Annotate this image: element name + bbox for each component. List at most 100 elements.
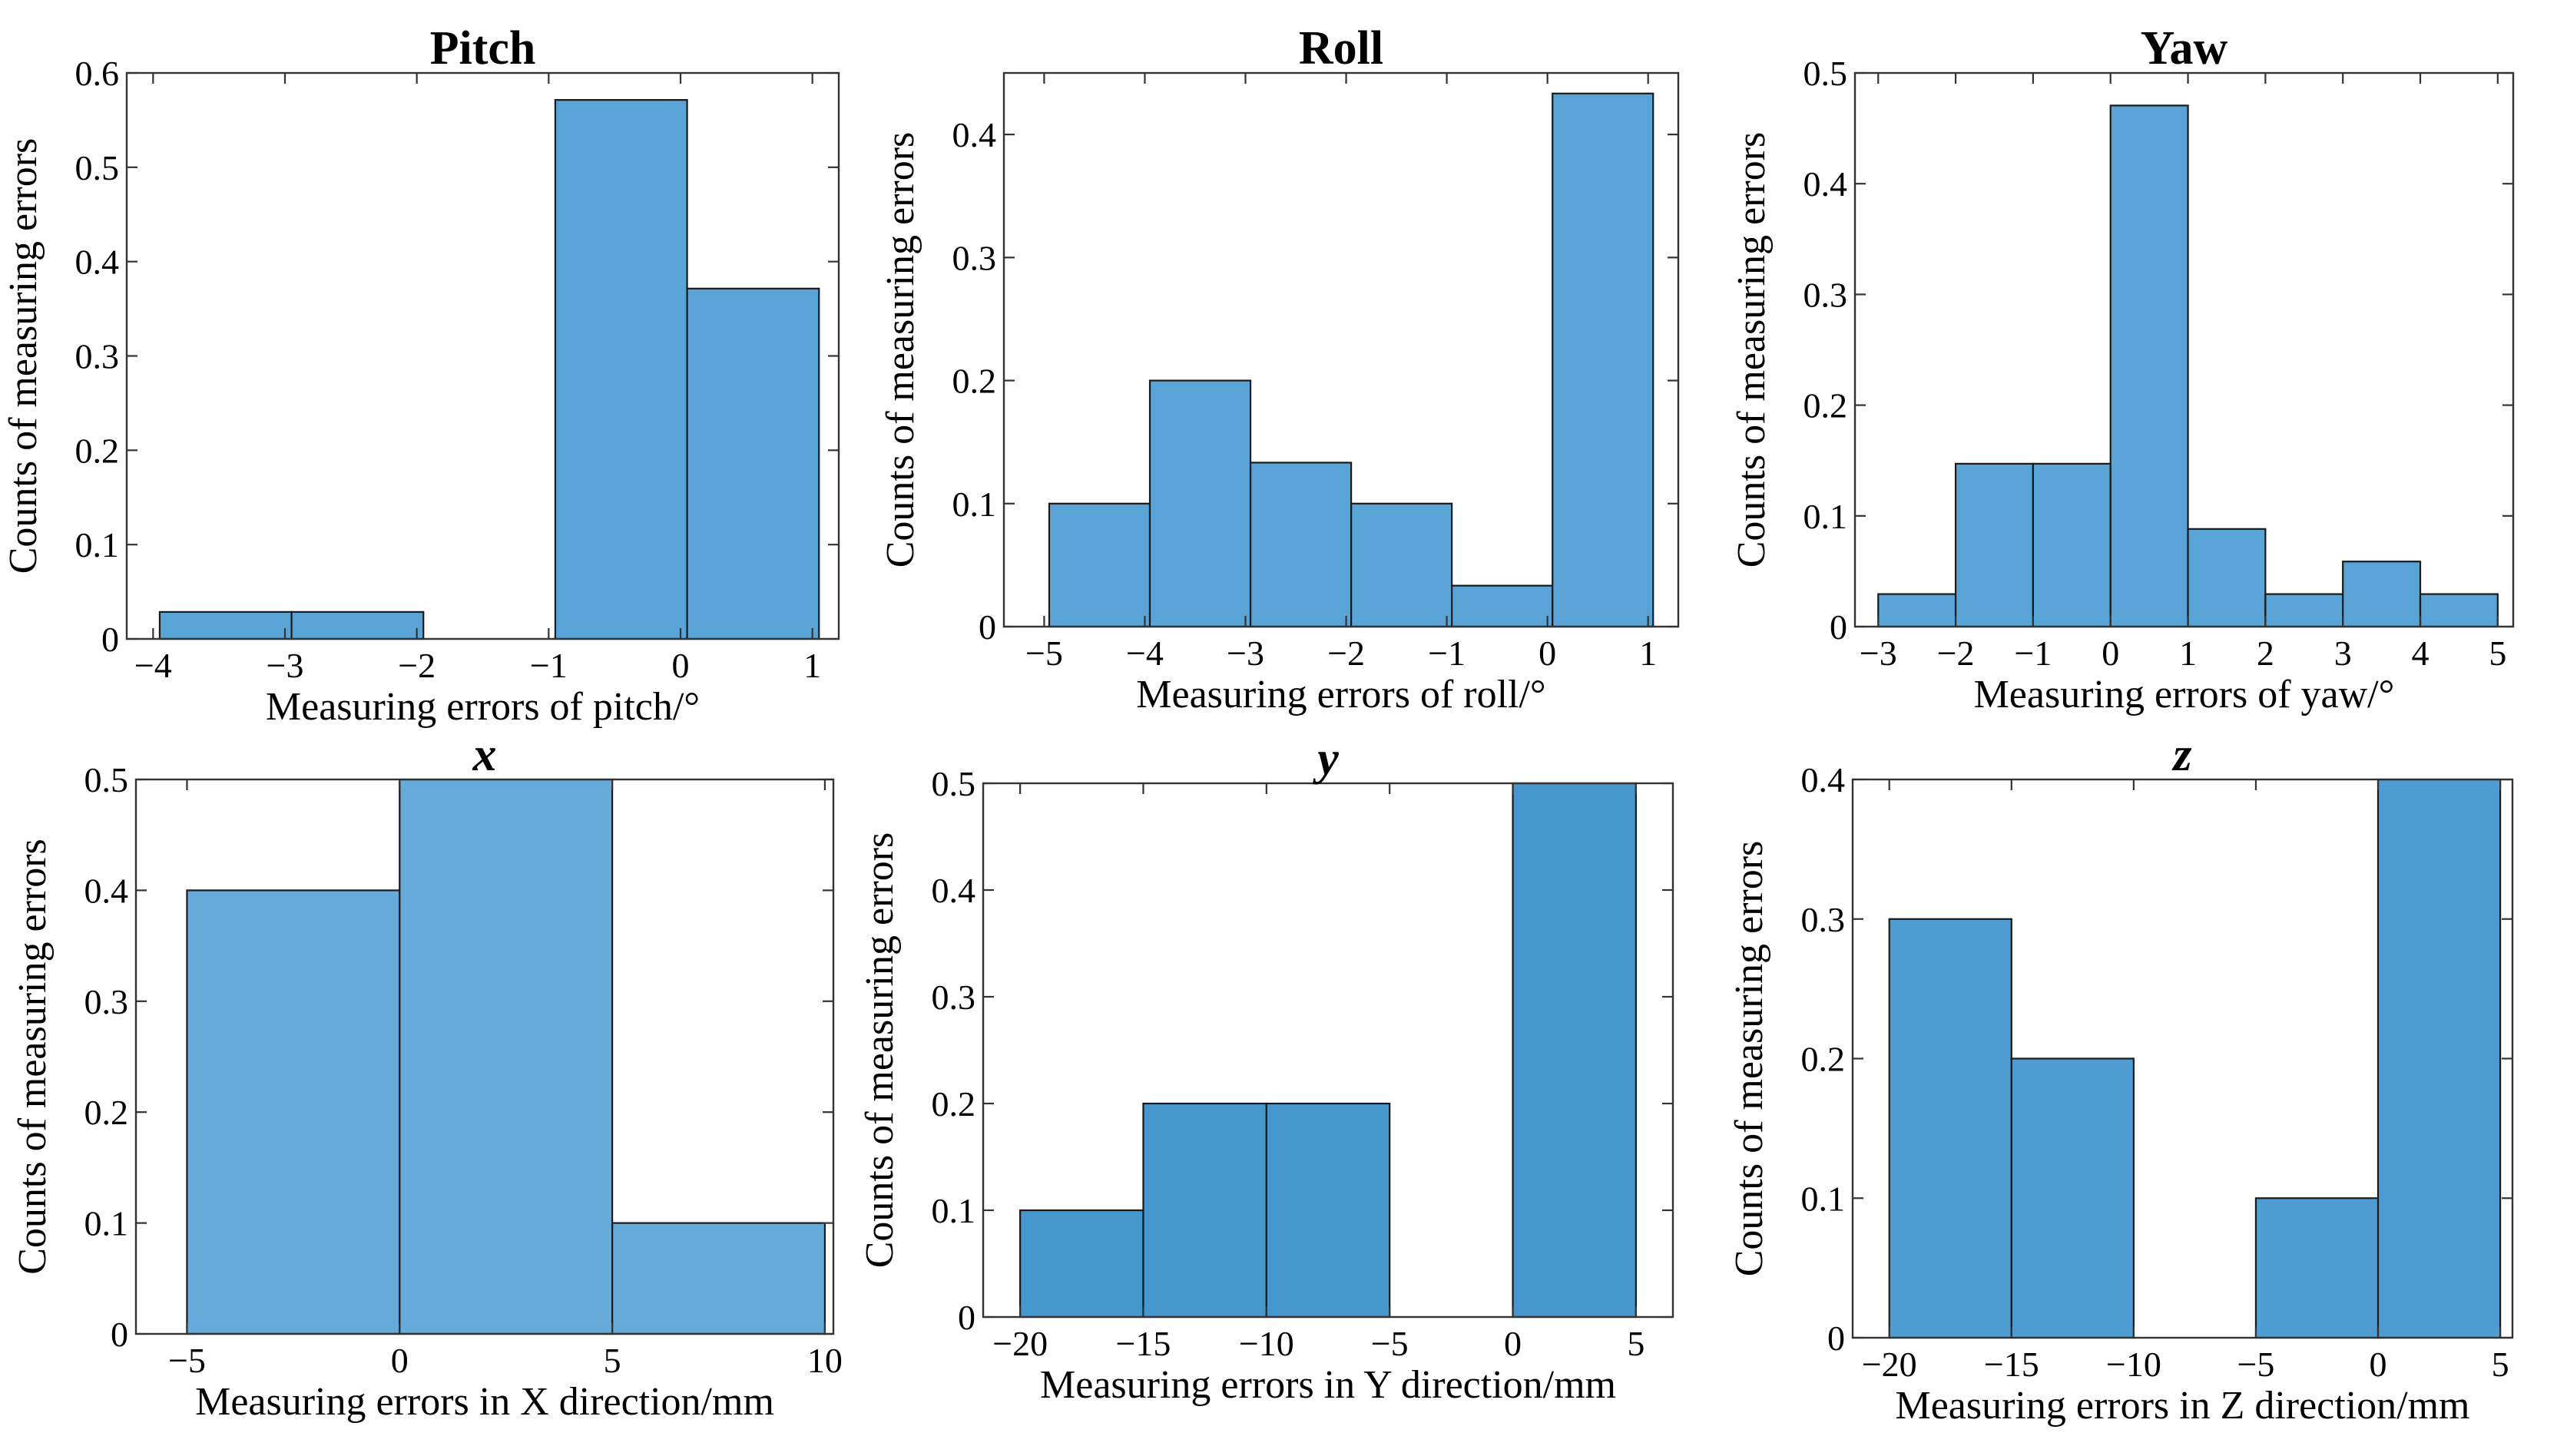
pitch-ylabel: Counts of measuring errors — [2, 138, 45, 574]
y-bar-4 — [1512, 782, 1637, 1319]
z-xtick-label-5: 5 — [2492, 1345, 2509, 1384]
y-axes-frame — [982, 782, 1674, 1319]
yaw-xtick-label-8: 5 — [2489, 634, 2506, 673]
z-bar-0 — [1888, 918, 2012, 1339]
z-bar-4 — [2376, 778, 2502, 1339]
roll-xtick-label-0: −5 — [1025, 634, 1063, 673]
pitch-title: Pitch — [430, 22, 536, 74]
yaw-bar-2 — [2032, 462, 2112, 628]
roll-bar-3 — [1350, 502, 1453, 628]
yaw-bar-4 — [2187, 528, 2267, 628]
yaw-title: Yaw — [2141, 22, 2228, 74]
pitch-ytick-label-5: 0.5 — [75, 148, 120, 187]
subplot-z: −20 −15 −10 −5 0 5 0 0.1 0.2 0.3 0.4 z Measuring err… — [1727, 729, 2514, 1428]
yaw-ytick-label-0: 0 — [1830, 607, 1847, 647]
yaw-xtick-label-0: −3 — [1860, 634, 1897, 673]
yaw-axes-frame — [1853, 71, 2515, 628]
yaw-xtick-label-5: 2 — [2257, 634, 2274, 673]
yaw-xtick-label-6: 3 — [2334, 634, 2352, 673]
roll-bar-2 — [1249, 462, 1353, 628]
x-xtick-label-0: −5 — [168, 1341, 206, 1380]
yaw-ytick-label-1: 0.1 — [1803, 497, 1848, 536]
x-ytick-label-3: 0.3 — [84, 982, 129, 1021]
y-xtick-label-4: 0 — [1504, 1324, 1522, 1363]
y-ytick-label-0: 0 — [958, 1298, 975, 1337]
pitch-ytick-label-6: 0.6 — [75, 54, 120, 93]
z-ylabel: Counts of measuring errors — [1727, 841, 1771, 1277]
subplot-pitch: −4 −3 −2 −1 0 1 0 0.1 0.2 0.3 0.4 0.5 0.6 Pitch Measur… — [2, 22, 840, 729]
yaw-ylabel: Counts of measuring errors — [1730, 132, 1774, 568]
y-xtick-label-1: −15 — [1115, 1324, 1171, 1363]
z-xtick-label-3: −5 — [2237, 1345, 2274, 1384]
roll-xtick-label-5: 0 — [1539, 634, 1556, 673]
roll-xtick-label-4: −1 — [1428, 634, 1466, 673]
z-xtick-label-0: −20 — [1862, 1345, 1917, 1384]
z-xtick-label-1: −15 — [1984, 1345, 2039, 1384]
pitch-ytick-label-4: 0.4 — [75, 243, 120, 282]
x-ytick-label-1: 0.1 — [84, 1204, 129, 1243]
y-ytick-label-5: 0.5 — [932, 764, 976, 803]
roll-ylabel: Counts of measuring errors — [879, 132, 922, 568]
z-ytick-label-3: 0.3 — [1801, 900, 1846, 939]
yaw-ytick-label-3: 0.3 — [1803, 275, 1848, 314]
roll-xtick-label-6: 1 — [1639, 634, 1657, 673]
pitch-xtick-label-5: 1 — [803, 646, 821, 685]
x-ytick-label-2: 0.2 — [84, 1093, 129, 1132]
y-bar-1 — [1142, 1102, 1267, 1319]
pitch-bar-3 — [554, 99, 688, 640]
y-title: y — [1312, 733, 1339, 785]
pitch-xtick-label-4: 0 — [672, 646, 690, 685]
roll-xlabel: Measuring errors of roll/° — [1136, 673, 1545, 716]
roll-ytick-label-0: 0 — [979, 607, 996, 647]
roll-xtick-label-1: −4 — [1126, 634, 1164, 673]
z-xtick-label-2: −10 — [2106, 1345, 2161, 1384]
roll-axes-frame — [1002, 71, 1680, 628]
z-ytick-label-1: 0.1 — [1801, 1179, 1846, 1218]
y-bar-0 — [1019, 1209, 1144, 1319]
y-ytick-label-3: 0.3 — [932, 978, 976, 1017]
roll-bar-4 — [1451, 584, 1554, 628]
x-title: x — [472, 729, 497, 781]
x-axes-frame — [134, 778, 835, 1335]
roll-xtick-label-3: −2 — [1327, 634, 1365, 673]
x-bar-1 — [399, 778, 614, 1335]
yaw-xtick-label-1: −2 — [1937, 634, 1975, 673]
z-ytick-label-2: 0.2 — [1801, 1040, 1846, 1079]
roll-ytick-label-1: 0.1 — [952, 485, 997, 524]
pitch-xtick-label-0: −4 — [134, 646, 172, 685]
pitch-xtick-label-3: −1 — [530, 646, 568, 685]
y-ylabel: Counts of measuring errors — [858, 832, 902, 1269]
y-xtick-label-3: −5 — [1371, 1324, 1409, 1363]
z-xtick-label-4: 0 — [2370, 1345, 2387, 1384]
yaw-ytick-label-2: 0.2 — [1803, 386, 1848, 425]
yaw-bar-5 — [2264, 593, 2344, 628]
yaw-xtick-label-4: 1 — [2179, 634, 2197, 673]
pitch-ytick-label-3: 0.3 — [75, 337, 120, 376]
pitch-ytick-label-2: 0.2 — [75, 431, 120, 470]
roll-bar-0 — [1048, 502, 1151, 628]
x-ylabel: Counts of measuring errors — [11, 839, 55, 1275]
y-bar-2 — [1265, 1102, 1391, 1319]
z-title: z — [2171, 729, 2191, 781]
y-xlabel: Measuring errors in Y direction/mm — [1040, 1363, 1616, 1407]
roll-bar-5 — [1552, 92, 1654, 628]
pitch-xtick-label-1: −3 — [267, 646, 304, 685]
y-xtick-label-5: 5 — [1627, 1324, 1644, 1363]
z-ytick-label-4: 0.4 — [1801, 760, 1846, 799]
yaw-bar-0 — [1877, 593, 1957, 628]
pitch-xtick-label-2: −2 — [398, 646, 436, 685]
x-xtick-label-2: 5 — [604, 1341, 621, 1380]
roll-ytick-label-4: 0.4 — [952, 115, 997, 154]
roll-title: Roll — [1299, 22, 1383, 74]
y-ytick-label-4: 0.4 — [932, 871, 976, 910]
x-ytick-label-5: 0.5 — [84, 760, 129, 799]
yaw-xtick-label-3: 0 — [2102, 634, 2119, 673]
subplot-yaw: −3 −2 −1 0 1 2 3 4 5 0 0.1 0.2 0.3 0.4 0.5 Yaw Measuring… — [1730, 22, 2515, 716]
x-xlabel: Measuring errors in X direction/mm — [195, 1380, 774, 1424]
roll-ytick-label-2: 0.2 — [952, 362, 997, 401]
yaw-xtick-label-7: 4 — [2412, 634, 2429, 673]
pitch-ytick-label-0: 0 — [101, 620, 119, 659]
x-xtick-label-1: 0 — [391, 1341, 409, 1380]
yaw-bar-6 — [2342, 561, 2422, 628]
